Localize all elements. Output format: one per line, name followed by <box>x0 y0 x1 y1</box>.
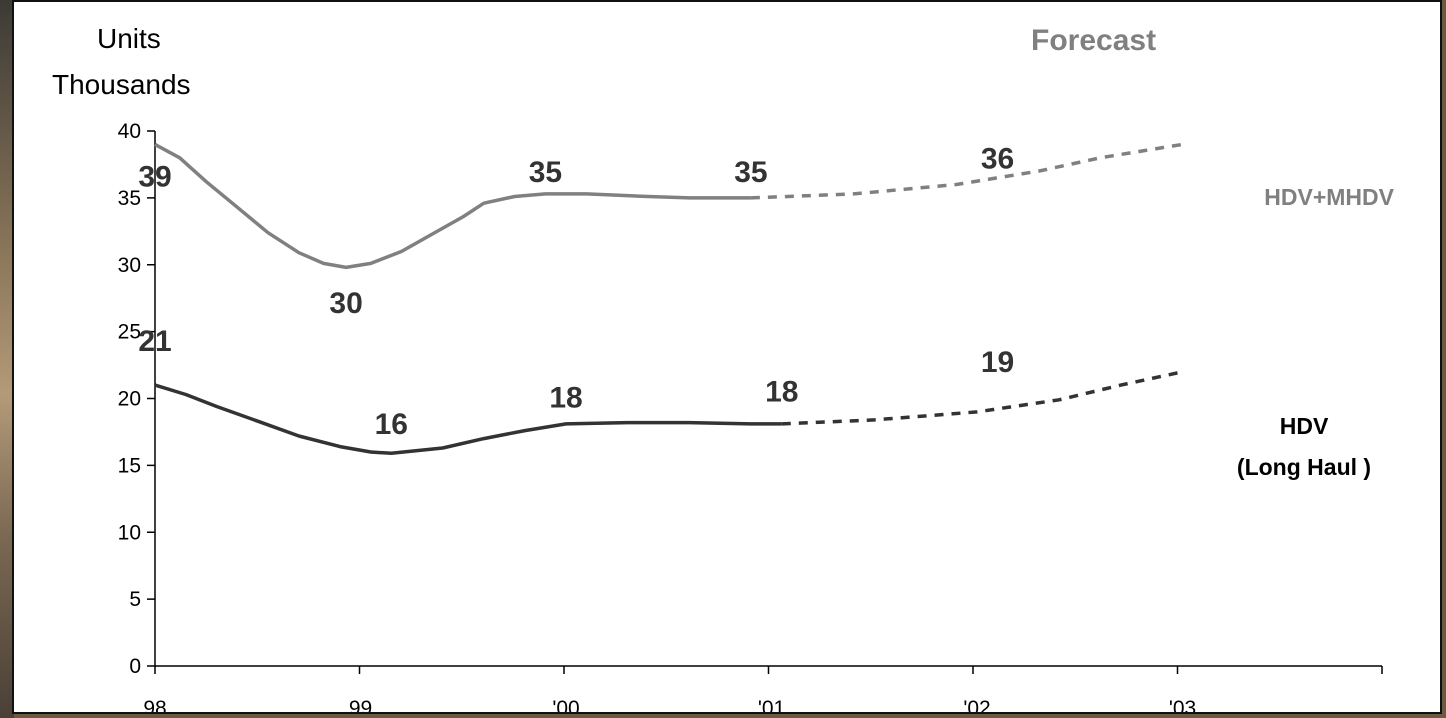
data-label: 21 <box>138 325 171 358</box>
y-tick-label: 35 <box>118 187 141 210</box>
series-line-forecast <box>781 370 1183 426</box>
series-name-hdv-mhdv: HDV+MHDV <box>1264 184 1394 210</box>
series-line-actual <box>154 142 751 270</box>
chart-frame: Units Thousands Forecast 0 5 10 15 20 25 30 35 4… <box>12 0 1442 714</box>
y-axis-title-units: Units <box>97 23 161 54</box>
series-line-forecast <box>750 142 1183 200</box>
chart-axes: 0 5 10 15 20 25 30 35 40 98 99 '00 '01 '02 '03 <box>118 120 1383 714</box>
y-tick-label: 30 <box>118 254 141 277</box>
data-label: 36 <box>981 143 1014 176</box>
data-label: 19 <box>981 346 1014 379</box>
data-label: 18 <box>765 375 798 408</box>
y-tick-label: 15 <box>118 454 141 477</box>
y-axis-title-thousands: Thousands <box>52 69 191 100</box>
x-tick-label: '01 <box>758 697 785 714</box>
y-tick-label: 5 <box>129 588 141 611</box>
background-photo-strip <box>0 0 14 718</box>
data-label: 35 <box>529 156 562 189</box>
x-tick-label: '02 <box>963 697 990 714</box>
y-tick-label: 10 <box>118 521 141 544</box>
series-name-long-haul: (Long Haul ) <box>1237 454 1371 480</box>
series-name-hdv: HDV <box>1280 413 1329 439</box>
chart-series-lines <box>154 142 1183 456</box>
x-tick-label: 99 <box>349 697 372 714</box>
x-tick-label: 98 <box>143 697 166 714</box>
x-tick-label: '00 <box>552 697 579 714</box>
data-label: 35 <box>734 156 767 189</box>
y-tick-label: 0 <box>129 655 141 678</box>
y-tick-label: 25 <box>118 321 141 344</box>
data-label: 30 <box>329 287 362 320</box>
chart-data-labels: 39 30 35 35 36 21 16 18 18 19 <box>138 143 1014 442</box>
y-tick-label: 20 <box>118 388 141 411</box>
data-label: 39 <box>138 160 171 193</box>
chart-series-names: HDV+MHDV HDV (Long Haul ) <box>1237 184 1395 480</box>
x-tick-label: '03 <box>1169 697 1196 714</box>
forecast-annotation: Forecast <box>1031 24 1157 57</box>
y-tick-label: 40 <box>118 120 141 143</box>
series-line-actual <box>154 383 782 456</box>
data-label: 18 <box>549 381 582 414</box>
data-label: 16 <box>375 408 408 441</box>
